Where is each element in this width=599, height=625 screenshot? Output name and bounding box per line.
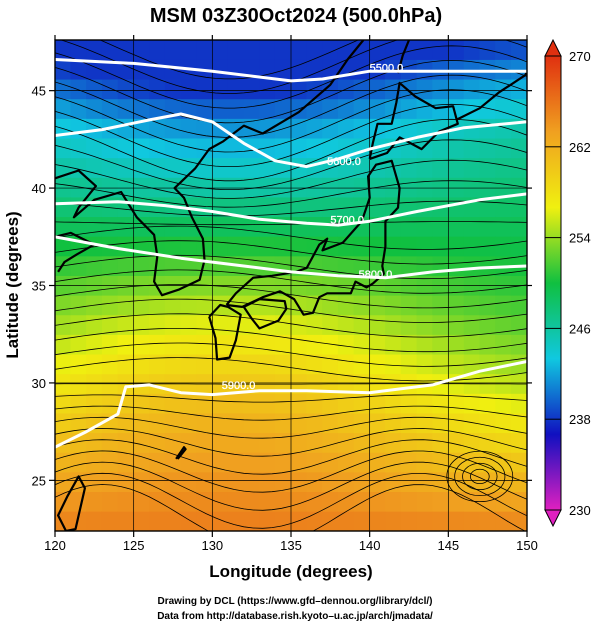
coastline-kyushu [208, 303, 242, 361]
height-contour [55, 360, 527, 449]
coastline-shandong [55, 231, 96, 273]
coastline-sakhalin [396, 40, 411, 74]
colorbar-tick-label: 270 [569, 49, 591, 64]
height-contour-label: 5900.0 [222, 380, 256, 392]
colorbar: 230 238 246 254 262 270 [544, 38, 591, 528]
y-tick-label: 35 [32, 279, 46, 294]
coastline-shikoku [242, 298, 288, 330]
colorbar-tick-label: 238 [569, 412, 591, 427]
coastline-honshu [225, 159, 401, 316]
colorbar-gradient [544, 55, 562, 511]
x-tick-label: 125 [123, 538, 145, 553]
colorbar-tick-label: 254 [569, 231, 591, 246]
coastline [55, 40, 527, 531]
x-tick-label: 145 [437, 538, 459, 553]
y-axis: 25 30 35 40 45 [32, 84, 532, 488]
x-tick-label: 130 [201, 538, 223, 553]
height-contour [55, 58, 527, 83]
temperature-field [55, 40, 527, 531]
height-contour [55, 235, 527, 280]
height-contour [55, 112, 527, 169]
colorbar-ticks: 230 238 246 254 262 270 [545, 49, 591, 518]
credit-data-source: Data from http://database.rish.kyoto–u.a… [157, 611, 433, 622]
x-tick-label: 135 [280, 538, 302, 553]
y-tick-label: 25 [32, 473, 46, 488]
colorbar-bottom-arrow [544, 509, 562, 528]
coastline-kurils [455, 70, 527, 121]
x-tick-label: 140 [359, 538, 381, 553]
height-contour-label: 5700.0 [330, 214, 364, 226]
x-tick-label: 120 [44, 538, 66, 553]
coastline-taiwan [57, 475, 86, 531]
credit-dcl: Drawing by DCL (https://www.gfd–dennou.o… [157, 596, 432, 607]
colorbar-tick-label: 262 [569, 140, 591, 155]
chart-title: MSM 03Z30Oct2024 (500.0hPa) [150, 5, 442, 27]
height-contour-label: 5800.0 [359, 269, 393, 281]
colorbar-tick-label: 246 [569, 321, 591, 336]
y-tick-label: 30 [32, 376, 46, 391]
coastline-okinawa [175, 446, 187, 460]
y-tick-label: 45 [32, 84, 46, 99]
y-tick-label: 40 [32, 181, 46, 196]
colorbar-top-arrow [544, 38, 562, 57]
coastline-mainland [55, 40, 365, 297]
x-axis-label: Longitude (degrees) [209, 562, 372, 581]
height-contour [55, 192, 527, 227]
height-contour-label: 5500.0 [370, 62, 404, 74]
y-axis-label: Latitude (degrees) [3, 211, 22, 358]
height-contours: 5500.0 5600.0 5700.0 5800.0 5900.0 [55, 58, 527, 449]
x-tick-label: 150 [516, 538, 538, 553]
plot-area: 5500.0 5600.0 5700.0 5800.0 5900.0 [55, 40, 527, 531]
height-contour-label: 5600.0 [327, 156, 361, 168]
x-axis: 120 125 130 135 140 145 150 [44, 35, 538, 553]
colorbar-tick-label: 230 [569, 503, 591, 518]
